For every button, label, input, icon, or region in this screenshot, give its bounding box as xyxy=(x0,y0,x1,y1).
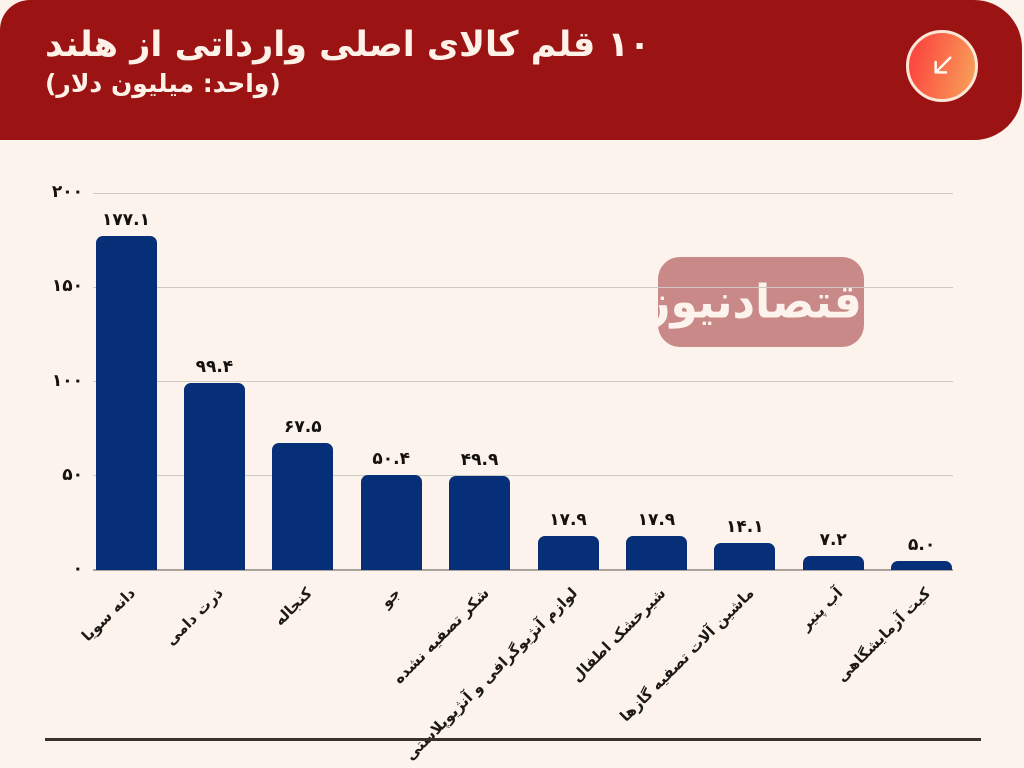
bar xyxy=(625,536,687,570)
bar-value-label: ۹۹.۴ xyxy=(195,356,234,377)
bar-value-label: ۱۴.۱ xyxy=(726,517,764,538)
axis-baseline xyxy=(93,569,953,571)
header-accent-circle xyxy=(906,30,978,102)
bar-value-label: ۱۷.۹ xyxy=(637,510,676,531)
gridline xyxy=(93,381,953,382)
bar xyxy=(802,556,864,570)
bar-value-label: ۱۷۷.۱ xyxy=(102,210,150,231)
gridline xyxy=(93,286,953,288)
y-axis-tick-label: ۱۰۰ xyxy=(51,370,83,391)
gridline xyxy=(93,475,953,477)
bar xyxy=(95,236,157,570)
x-axis-category-label: کیت آزمایشگاهی xyxy=(832,584,935,686)
bar-value-label: ۶۷.۵ xyxy=(284,416,322,437)
bar-value-label: ۱۷.۹ xyxy=(549,510,587,531)
watermark-badge: اقتصادنیوز xyxy=(645,257,877,347)
x-axis-category-label: ذرت دامی xyxy=(162,584,228,650)
bar xyxy=(449,475,511,570)
y-axis-tick-label: ۱۵۰ xyxy=(51,276,83,297)
x-axis-category-label: دانه سویا xyxy=(77,584,139,645)
bar-value-label: ۵.۰ xyxy=(907,534,936,555)
x-axis-category-label: شکر تصفیه نشده xyxy=(389,584,493,688)
bar xyxy=(891,560,953,570)
gridline xyxy=(93,192,953,194)
arrow-down-left-icon xyxy=(922,46,962,86)
y-axis-tick-label: ۰ xyxy=(72,559,83,579)
x-axis-category-label: کنجاله xyxy=(270,584,316,630)
x-axis-category-label: لوازم آنژیوگرافی و آنژیوپلاستی xyxy=(400,584,581,764)
page-title: ۱۰ قلم کالای اصلی وارداتی از هلند xyxy=(45,25,651,65)
x-axis-category-label: جو xyxy=(376,584,404,612)
bar-value-label: ۵۰.۴ xyxy=(372,448,410,469)
bar-value-label: ۷.۲ xyxy=(819,530,847,551)
plot-area: ۰ ۵۰ ۱۰۰ ۱۵۰ ۲۰۰ ۱۷۷.۱ دانه سویا ۹۹.۴ ذرت دامی ۶۷… xyxy=(52,182,953,764)
footer-divider xyxy=(45,738,981,741)
x-axis-category-label: شیرخشک اطفال xyxy=(567,584,670,686)
bar xyxy=(714,543,776,570)
y-axis-tick-label: ۵۰ xyxy=(62,464,83,485)
bar xyxy=(272,442,334,570)
x-axis-category-label: آب پنیر xyxy=(795,584,846,634)
bar-value-label: ۴۹.۹ xyxy=(460,449,499,470)
bar xyxy=(537,536,599,570)
watermark-text: اقتصادنیوز xyxy=(645,275,877,329)
bar xyxy=(183,382,245,570)
page-subtitle: (واحد: میلیون دلار) xyxy=(45,69,281,99)
header-text-block: ۱۰ قلم کالای اصلی وارداتی از هلند (واحد:… xyxy=(45,22,650,99)
bar xyxy=(360,475,422,570)
y-axis-tick-label: ۲۰۰ xyxy=(51,182,83,202)
header-band: ۱۰ قلم کالای اصلی وارداتی از هلند (واحد:… xyxy=(0,0,1022,140)
